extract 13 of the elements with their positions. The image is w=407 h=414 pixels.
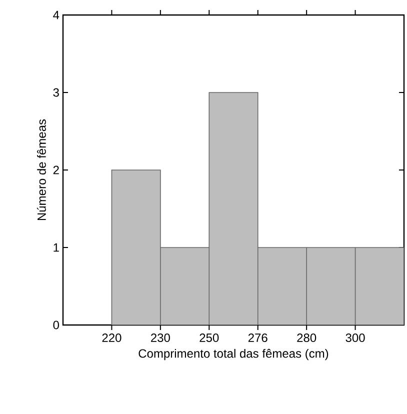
y-axis-title: Número de fêmeas xyxy=(36,119,46,220)
x-tick-label: 220 xyxy=(102,334,122,342)
x-tick-label: 230 xyxy=(151,334,170,342)
x-tick-label: 300 xyxy=(346,334,365,342)
y-tick-label: 2 xyxy=(53,166,59,174)
x-tick-label: 276 xyxy=(248,334,268,342)
x-axis-title: Comprimento total das fêmeas (cm) xyxy=(138,348,328,360)
x-tick-label: 280 xyxy=(297,334,316,342)
y-tick-label: 4 xyxy=(53,10,60,20)
y-tick-label: 1 xyxy=(54,243,59,252)
y-tick-label: 3 xyxy=(53,88,59,97)
x-tick-label: 250 xyxy=(200,334,219,342)
y-tick-label: 0 xyxy=(53,320,60,330)
